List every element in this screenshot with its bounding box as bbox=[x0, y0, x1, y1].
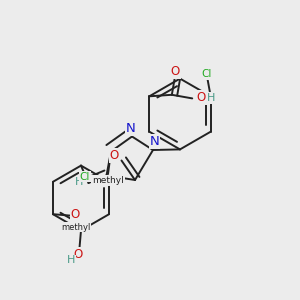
Text: N: N bbox=[150, 135, 159, 148]
Text: H: H bbox=[207, 93, 215, 103]
Text: O: O bbox=[196, 91, 206, 104]
Text: H: H bbox=[67, 255, 75, 266]
Text: O: O bbox=[110, 149, 119, 162]
Text: methyl: methyl bbox=[92, 176, 124, 185]
Text: N: N bbox=[126, 122, 135, 135]
Text: O: O bbox=[70, 208, 80, 221]
Text: H: H bbox=[75, 177, 83, 188]
Text: Cl: Cl bbox=[80, 172, 90, 182]
Text: O: O bbox=[74, 248, 82, 261]
Text: Cl: Cl bbox=[201, 69, 211, 79]
Text: O: O bbox=[171, 65, 180, 78]
Text: methyl: methyl bbox=[61, 223, 91, 232]
